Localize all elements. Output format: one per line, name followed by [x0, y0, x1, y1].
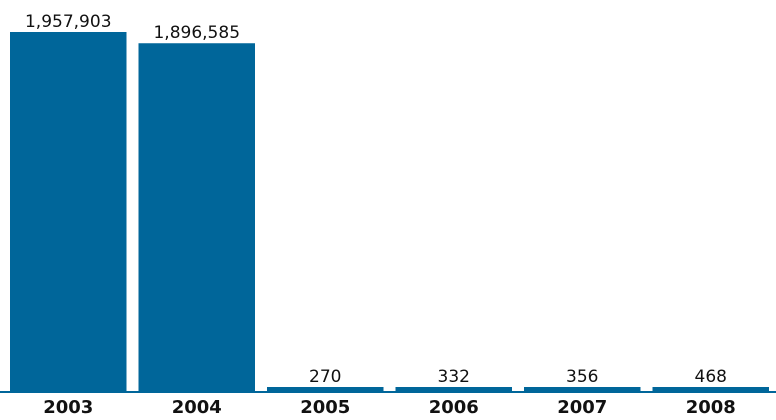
bar-2008	[652, 387, 769, 391]
bar-2005	[267, 387, 384, 391]
bar-2004	[138, 43, 255, 392]
x-tick-label-2005: 2005	[300, 397, 350, 416]
value-label-2004: 1,896,585	[153, 23, 240, 43]
x-tick-labels-layer: 2003 2004 2005 2006 2007 2008	[43, 397, 736, 418]
bar-2007	[524, 387, 641, 391]
x-tick-label-2006: 2006	[429, 397, 479, 416]
x-tick-label-2007: 2007	[557, 397, 607, 416]
x-tick-label-2003: 2003	[43, 397, 93, 416]
value-label-2006: 332	[438, 367, 470, 387]
x-tick-label-2008: 2008	[686, 397, 736, 416]
value-label-2007: 356	[566, 367, 598, 387]
bar-2006	[395, 387, 512, 391]
bars-layer	[10, 32, 769, 392]
value-label-2008: 468	[695, 367, 727, 387]
value-labels-layer: 1,957,903 1,896,585 270 332 356 468	[25, 12, 727, 387]
value-label-2003: 1,957,903	[25, 12, 112, 32]
bar-2003	[10, 32, 127, 391]
x-tick-label-2004: 2004	[172, 397, 222, 416]
value-label-2005: 270	[309, 367, 341, 387]
